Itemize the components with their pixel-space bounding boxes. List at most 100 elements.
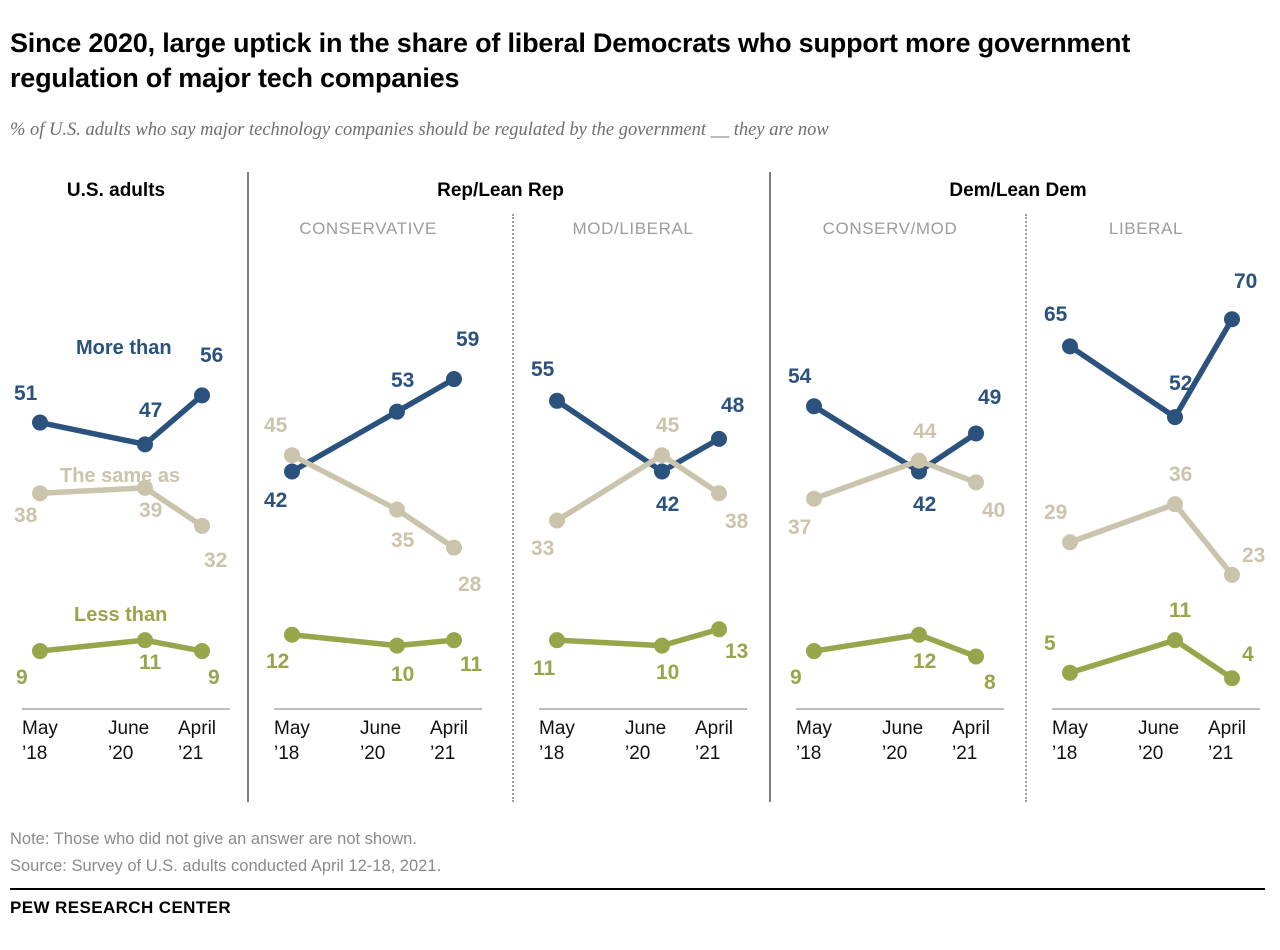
value-label-same-2: 40	[982, 499, 1006, 523]
axis-tick-0: May ’18	[22, 716, 58, 766]
axis-tick-year-0: ’18	[539, 743, 565, 765]
axis-tick-month-1: June	[625, 718, 667, 739]
data-point-less-2	[194, 643, 210, 660]
value-label-less-1: 10	[391, 662, 415, 686]
axis-tick-0: May ’18	[796, 716, 832, 766]
value-label-same-1: 45	[656, 414, 680, 438]
value-label-more-2: 56	[200, 344, 224, 368]
brand-label: PEW RESEARCH CENTER	[10, 898, 232, 917]
data-point-same-1	[911, 452, 927, 469]
value-label-less-0: 9	[790, 666, 802, 690]
data-point-more-1	[654, 463, 670, 480]
value-label-more-1: 53	[391, 368, 415, 392]
axis-tick-month-0: May	[1052, 718, 1088, 739]
axis-tick-2: April ’21	[952, 716, 990, 766]
data-point-same-1	[389, 501, 405, 518]
value-label-less-2: 11	[460, 653, 483, 677]
axis-rule	[22, 708, 230, 710]
value-label-more-2: 48	[721, 393, 745, 417]
value-label-less-2: 8	[984, 671, 996, 695]
axis-tick-1: June ’20	[882, 716, 923, 766]
value-label-same-0: 33	[531, 537, 555, 561]
data-point-same-0	[806, 490, 822, 507]
plot-area	[784, 0, 996, 760]
data-point-less-0	[284, 626, 300, 643]
plot-area	[1040, 0, 1252, 760]
axis-tick-year-1: ’20	[625, 743, 651, 765]
value-label-same-1: 35	[391, 528, 415, 552]
axis-tick-month-1: June	[882, 718, 924, 739]
chart-panel-conservative: 42 53 59 45 35 28 12 10 11 May ’18 June ’20 April ’21	[262, 0, 482, 950]
axis-tick-month-1: June	[108, 718, 150, 739]
chart-panel-mod-liberal: 55 42 48 33 45 38 11 10 13 May ’18 June ’20 April ’21	[527, 0, 748, 950]
data-point-less-2	[1224, 670, 1240, 687]
page-subtitle: % of U.S. adults who say major technolog…	[10, 120, 829, 140]
value-label-more-0: 55	[531, 357, 555, 381]
data-point-same-0	[549, 512, 565, 529]
data-point-same-0	[32, 485, 48, 502]
data-point-same-2	[194, 517, 210, 534]
axis-tick-year-2: ’21	[952, 743, 978, 765]
value-label-more-0: 54	[788, 365, 812, 389]
data-point-less-0	[549, 632, 565, 649]
value-label-same-2: 23	[1242, 543, 1266, 567]
data-point-more-0	[32, 414, 48, 431]
series-title-less: Less than	[74, 604, 168, 626]
value-label-same-0: 45	[264, 414, 288, 438]
data-point-less-0	[1062, 664, 1078, 681]
series-line-less	[289, 631, 457, 649]
axis-tick-0: May ’18	[274, 716, 310, 766]
divider-rep-dem	[769, 172, 771, 802]
value-label-less-1: 10	[656, 660, 680, 684]
value-label-same-2: 38	[725, 510, 749, 534]
axis-rule	[539, 708, 747, 710]
value-label-same-0: 29	[1044, 501, 1068, 525]
axis-tick-month-0: May	[22, 718, 58, 739]
axis-tick-2: April ’21	[430, 716, 468, 766]
data-point-same-1	[137, 479, 153, 496]
value-label-same-0: 38	[14, 504, 38, 528]
value-label-more-2: 59	[456, 328, 480, 352]
value-label-less-2: 13	[725, 640, 749, 664]
value-label-less-2: 4	[1242, 643, 1254, 667]
plot-area	[10, 0, 222, 760]
data-point-same-2	[711, 485, 727, 502]
value-label-less-0: 5	[1044, 631, 1056, 655]
data-point-less-1	[654, 637, 670, 654]
axis-tick-month-2: April	[952, 718, 991, 739]
series-line-less	[554, 626, 722, 649]
axis-tick-year-1: ’20	[1138, 743, 1164, 765]
data-point-more-1	[1167, 409, 1183, 426]
series-line-more	[37, 392, 205, 448]
value-label-more-1: 42	[913, 492, 937, 516]
plot-area	[527, 0, 739, 760]
value-label-less-0: 9	[16, 666, 28, 690]
divider-us-rep	[247, 172, 249, 802]
axis-tick-month-2: April	[430, 718, 469, 739]
value-label-less-2: 9	[208, 666, 220, 690]
footnote-block: Note: Those who did not give an answer a…	[10, 826, 441, 879]
value-label-more-0: 51	[14, 381, 38, 405]
value-label-more-1: 52	[1169, 372, 1193, 396]
axis-tick-1: June ’20	[108, 716, 149, 766]
data-point-less-0	[32, 643, 48, 660]
axis-tick-year-1: ’20	[882, 743, 908, 765]
value-label-same-1: 39	[139, 498, 163, 522]
data-point-more-2	[968, 425, 984, 442]
footnote-note: Note: Those who did not give an answer a…	[10, 830, 417, 848]
axis-tick-1: June ’20	[625, 716, 666, 766]
data-point-more-2	[194, 387, 210, 404]
data-point-less-1	[1167, 632, 1183, 649]
axis-tick-year-2: ’21	[178, 743, 204, 765]
data-point-less-0	[806, 643, 822, 660]
value-label-same-1: 44	[913, 419, 937, 443]
value-label-same-2: 28	[458, 572, 482, 596]
data-point-less-1	[911, 626, 927, 643]
axis-tick-year-0: ’18	[274, 743, 300, 765]
sub-header-conservative: CONSERVATIVE	[299, 219, 437, 238]
value-label-more-2: 49	[978, 386, 1002, 410]
divider-dem-split	[1025, 214, 1027, 802]
series-line-more	[289, 376, 457, 475]
axis-tick-month-1: June	[1138, 718, 1180, 739]
